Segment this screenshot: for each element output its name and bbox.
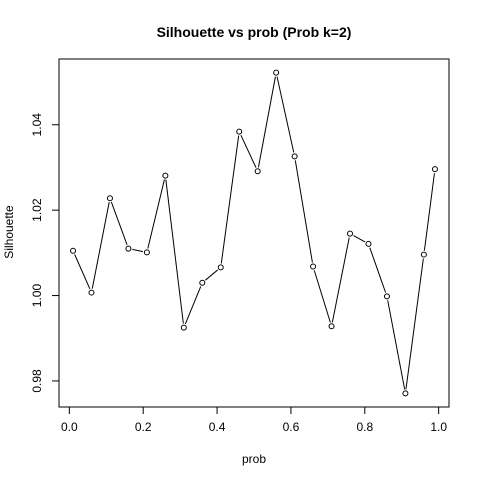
data-point — [88, 289, 95, 296]
data-point — [254, 168, 261, 175]
data-point — [310, 263, 317, 270]
data-point — [347, 230, 354, 237]
series-line-segment — [74, 254, 91, 290]
series-silhouette — [70, 69, 438, 397]
series-line-segment — [205, 269, 219, 281]
data-point — [365, 240, 372, 247]
series-line-segment — [184, 286, 202, 325]
chart-title: Silhouette vs prob (Prob k=2) — [157, 24, 352, 40]
y-tick-label: 1.00 — [30, 284, 44, 308]
plot-frame — [58, 58, 450, 408]
data-point — [125, 245, 132, 252]
x-tick-label: 0.0 — [61, 420, 78, 434]
series-line-segment — [405, 258, 424, 390]
data-point — [291, 153, 298, 160]
series-line-segment — [110, 201, 128, 246]
data-point — [273, 69, 280, 76]
x-tick-label: 0.6 — [283, 420, 300, 434]
data-point — [106, 195, 113, 202]
series-line-segment — [423, 173, 435, 251]
x-axis-label: prob — [242, 452, 266, 466]
x-tick-label: 0.8 — [356, 420, 373, 434]
data-point — [199, 279, 206, 286]
data-point — [328, 323, 335, 330]
data-point — [143, 249, 150, 256]
series-line-segment — [147, 179, 165, 249]
data-point — [180, 324, 187, 331]
x-tick-label: 1.0 — [430, 420, 447, 434]
x-tick-label: 0.2 — [135, 420, 152, 434]
series-line-segment — [257, 76, 276, 168]
x-axis: 0.0 0.2 0.4 0.6 0.8 1.0 — [61, 406, 447, 434]
y-tick-label: 0.98 — [30, 369, 44, 393]
y-tick-label: 1.04 — [30, 113, 44, 137]
series-line-segment — [353, 235, 366, 243]
series-line-segment — [369, 247, 387, 293]
data-point — [420, 251, 427, 258]
series-line-segment — [165, 179, 184, 324]
series-line-segment — [387, 300, 406, 390]
y-axis: 0.98 1.00 1.02 1.04 — [30, 113, 60, 393]
series-line-segment — [313, 270, 331, 323]
series-line-segment — [331, 237, 350, 323]
series-line-segment — [132, 248, 144, 253]
series-line-segment — [240, 135, 257, 168]
data-point — [383, 293, 390, 300]
y-axis-label: Silhouette — [2, 205, 16, 259]
series-line-segment — [276, 76, 295, 153]
data-point — [402, 390, 409, 397]
y-tick-label: 1.02 — [30, 198, 44, 222]
series-line-segment — [91, 202, 110, 289]
x-tick-label: 0.4 — [209, 420, 226, 434]
data-point — [431, 166, 438, 173]
series-line-segment — [294, 160, 313, 263]
data-point — [236, 128, 243, 135]
series-line-segment — [220, 135, 240, 264]
data-point — [70, 247, 77, 254]
data-point — [217, 264, 224, 271]
data-point — [162, 172, 169, 179]
